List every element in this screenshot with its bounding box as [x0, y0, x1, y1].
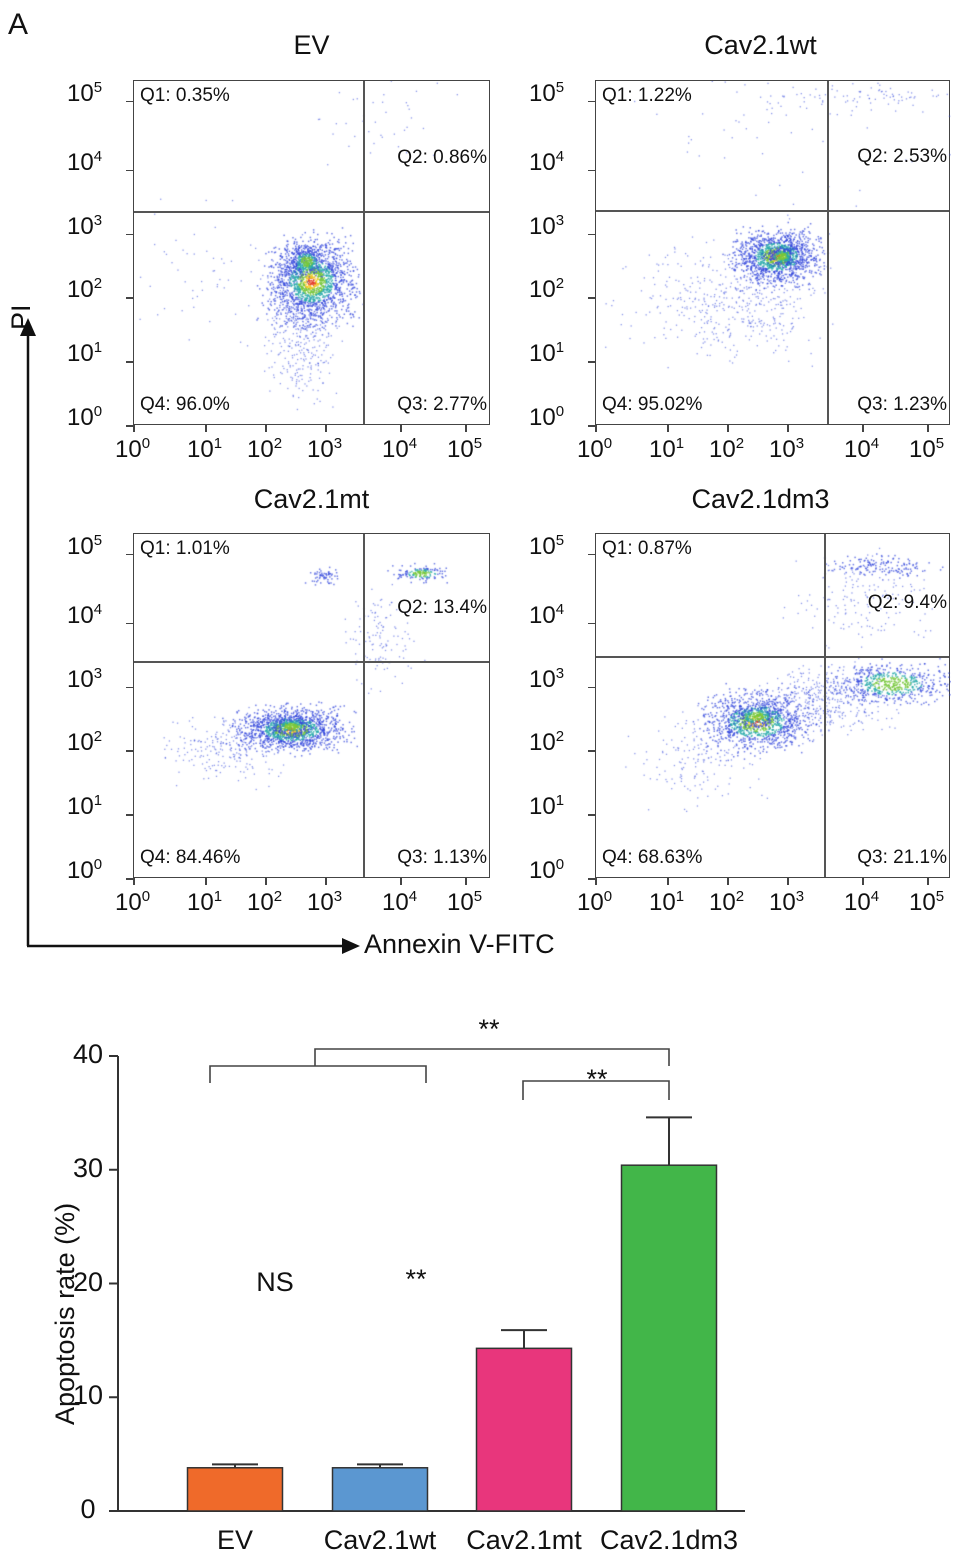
bar-cav21wt — [333, 1468, 428, 1511]
y-tick-label: 30 — [73, 1153, 103, 1184]
x-axis-label-annexin: Annexin V-FITC — [364, 929, 555, 960]
significance-label: ** — [586, 1064, 607, 1095]
annexin-arrowhead-icon — [342, 938, 360, 954]
bracket-ev-wt-vs-dm3 — [315, 1049, 669, 1066]
bar-cav21mt — [477, 1348, 572, 1511]
x-tick-label: Cav2.1wt — [324, 1525, 437, 1556]
bar-cav21dm3 — [622, 1165, 717, 1511]
bracket-ev-wt-group — [210, 1066, 426, 1083]
significance-label: ** — [478, 1014, 499, 1045]
axis-arrows — [0, 0, 969, 1000]
significance-label: NS — [256, 1267, 294, 1298]
bar-ev — [188, 1468, 283, 1511]
x-tick-label: Cav2.1dm3 — [600, 1525, 738, 1556]
significance-label: ** — [405, 1264, 426, 1295]
y-tick-label: 0 — [80, 1494, 95, 1525]
y-tick-label: 20 — [73, 1267, 103, 1298]
apoptosis-bar-chart — [0, 1000, 969, 1561]
x-tick-label: EV — [217, 1525, 253, 1556]
figure: A EV Q1: 0.35% Q2: 0.86% Q3: 2.77% Q4: 96.0%… — [0, 0, 969, 1561]
y-tick-label: 10 — [73, 1380, 103, 1411]
y-axis-label-pi: PI — [6, 304, 37, 330]
y-tick-label: 40 — [73, 1039, 103, 1070]
x-tick-label: Cav2.1mt — [466, 1525, 582, 1556]
